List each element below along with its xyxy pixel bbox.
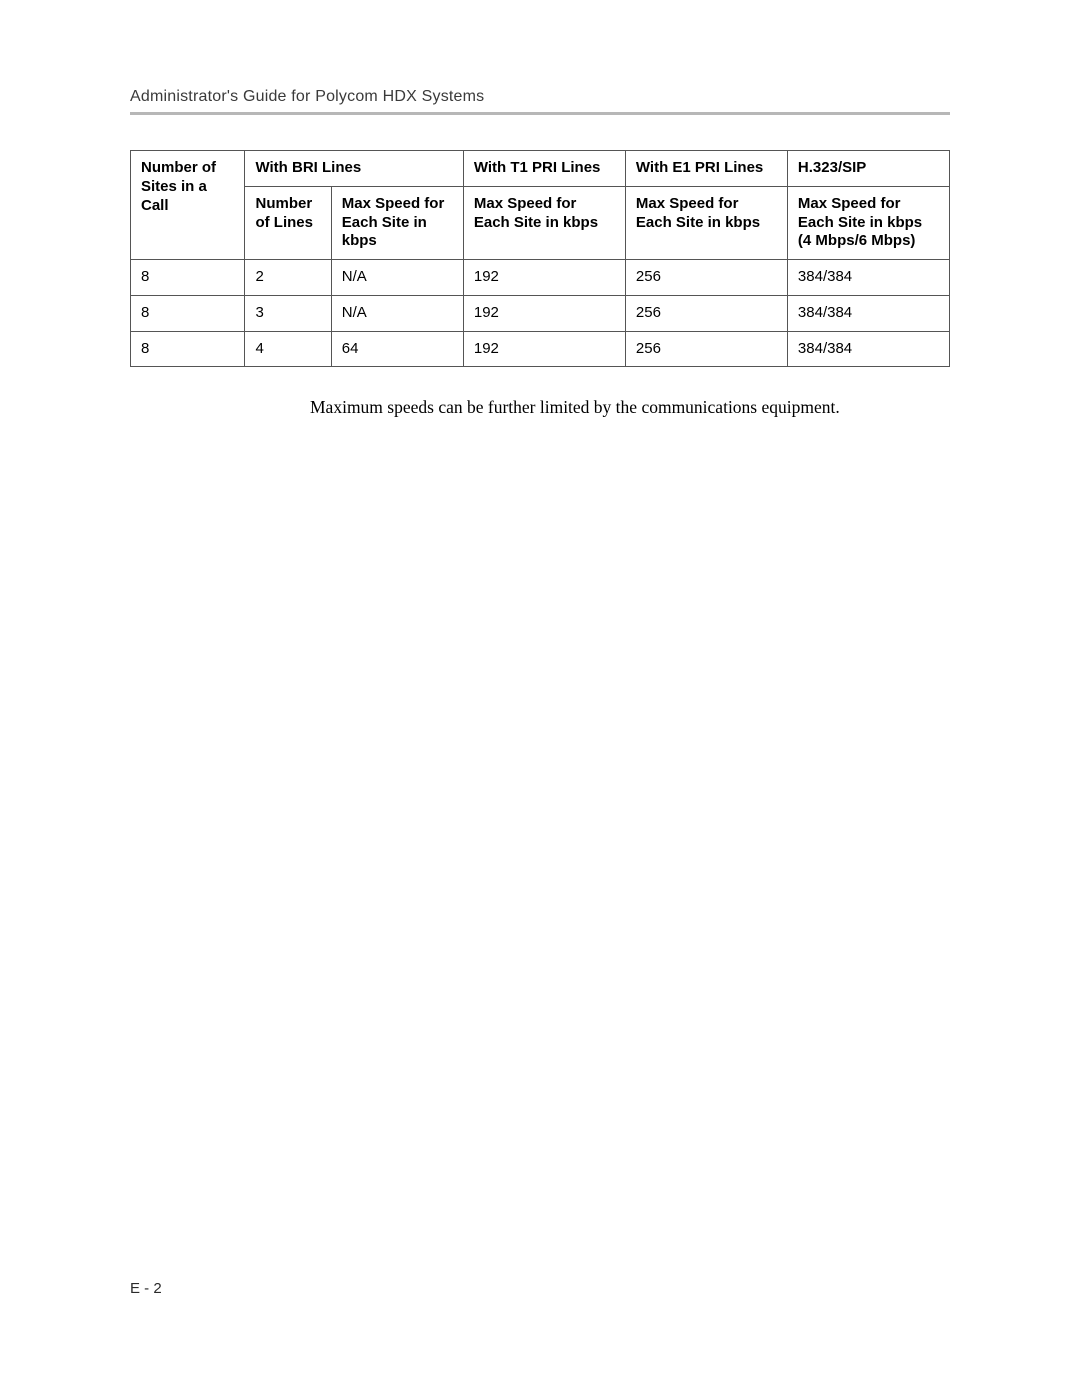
cell-t1-speed: 192 bbox=[463, 331, 625, 367]
cell-h323-speed: 384/384 bbox=[787, 260, 949, 296]
header-rule bbox=[130, 112, 950, 115]
cell-t1-speed: 192 bbox=[463, 295, 625, 331]
cell-bri-speed: N/A bbox=[331, 295, 463, 331]
cell-t1-speed: 192 bbox=[463, 260, 625, 296]
col-t1-speed: Max Speed for Each Site in kbps bbox=[463, 186, 625, 259]
cell-bri-speed: 64 bbox=[331, 331, 463, 367]
colgroup-bri: With BRI Lines bbox=[245, 151, 463, 187]
speeds-table: Number of Sites in a Call With BRI Lines… bbox=[130, 150, 950, 367]
cell-bri-speed: N/A bbox=[331, 260, 463, 296]
cell-e1-speed: 256 bbox=[625, 331, 787, 367]
col-e1-speed: Max Speed for Each Site in kbps bbox=[625, 186, 787, 259]
cell-h323-speed: 384/384 bbox=[787, 295, 949, 331]
page-number: E - 2 bbox=[130, 1280, 162, 1297]
table-row: 8 2 N/A 192 256 384/384 bbox=[131, 260, 950, 296]
cell-sites: 8 bbox=[131, 295, 245, 331]
colgroup-h323: H.323/SIP bbox=[787, 151, 949, 187]
cell-lines: 4 bbox=[245, 331, 331, 367]
colgroup-t1: With T1 PRI Lines bbox=[463, 151, 625, 187]
page: Administrator's Guide for Polycom HDX Sy… bbox=[0, 0, 1080, 1397]
cell-e1-speed: 256 bbox=[625, 295, 787, 331]
col-sites: Number of Sites in a Call bbox=[131, 151, 245, 260]
cell-lines: 3 bbox=[245, 295, 331, 331]
col-h323-speed: Max Speed for Each Site in kbps (4 Mbps/… bbox=[787, 186, 949, 259]
cell-h323-speed: 384/384 bbox=[787, 331, 949, 367]
col-bri-speed: Max Speed for Each Site in kbps bbox=[331, 186, 463, 259]
table-row: 8 4 64 192 256 384/384 bbox=[131, 331, 950, 367]
cell-sites: 8 bbox=[131, 260, 245, 296]
col-lines: Number of Lines bbox=[245, 186, 331, 259]
running-title: Administrator's Guide for Polycom HDX Sy… bbox=[130, 88, 950, 106]
table-row: 8 3 N/A 192 256 384/384 bbox=[131, 295, 950, 331]
table-header-row-2: Number of Lines Max Speed for Each Site … bbox=[131, 186, 950, 259]
colgroup-e1: With E1 PRI Lines bbox=[625, 151, 787, 187]
table-caption: Maximum speeds can be further limited by… bbox=[130, 397, 950, 418]
table-header-row-1: Number of Sites in a Call With BRI Lines… bbox=[131, 151, 950, 187]
cell-sites: 8 bbox=[131, 331, 245, 367]
cell-e1-speed: 256 bbox=[625, 260, 787, 296]
cell-lines: 2 bbox=[245, 260, 331, 296]
